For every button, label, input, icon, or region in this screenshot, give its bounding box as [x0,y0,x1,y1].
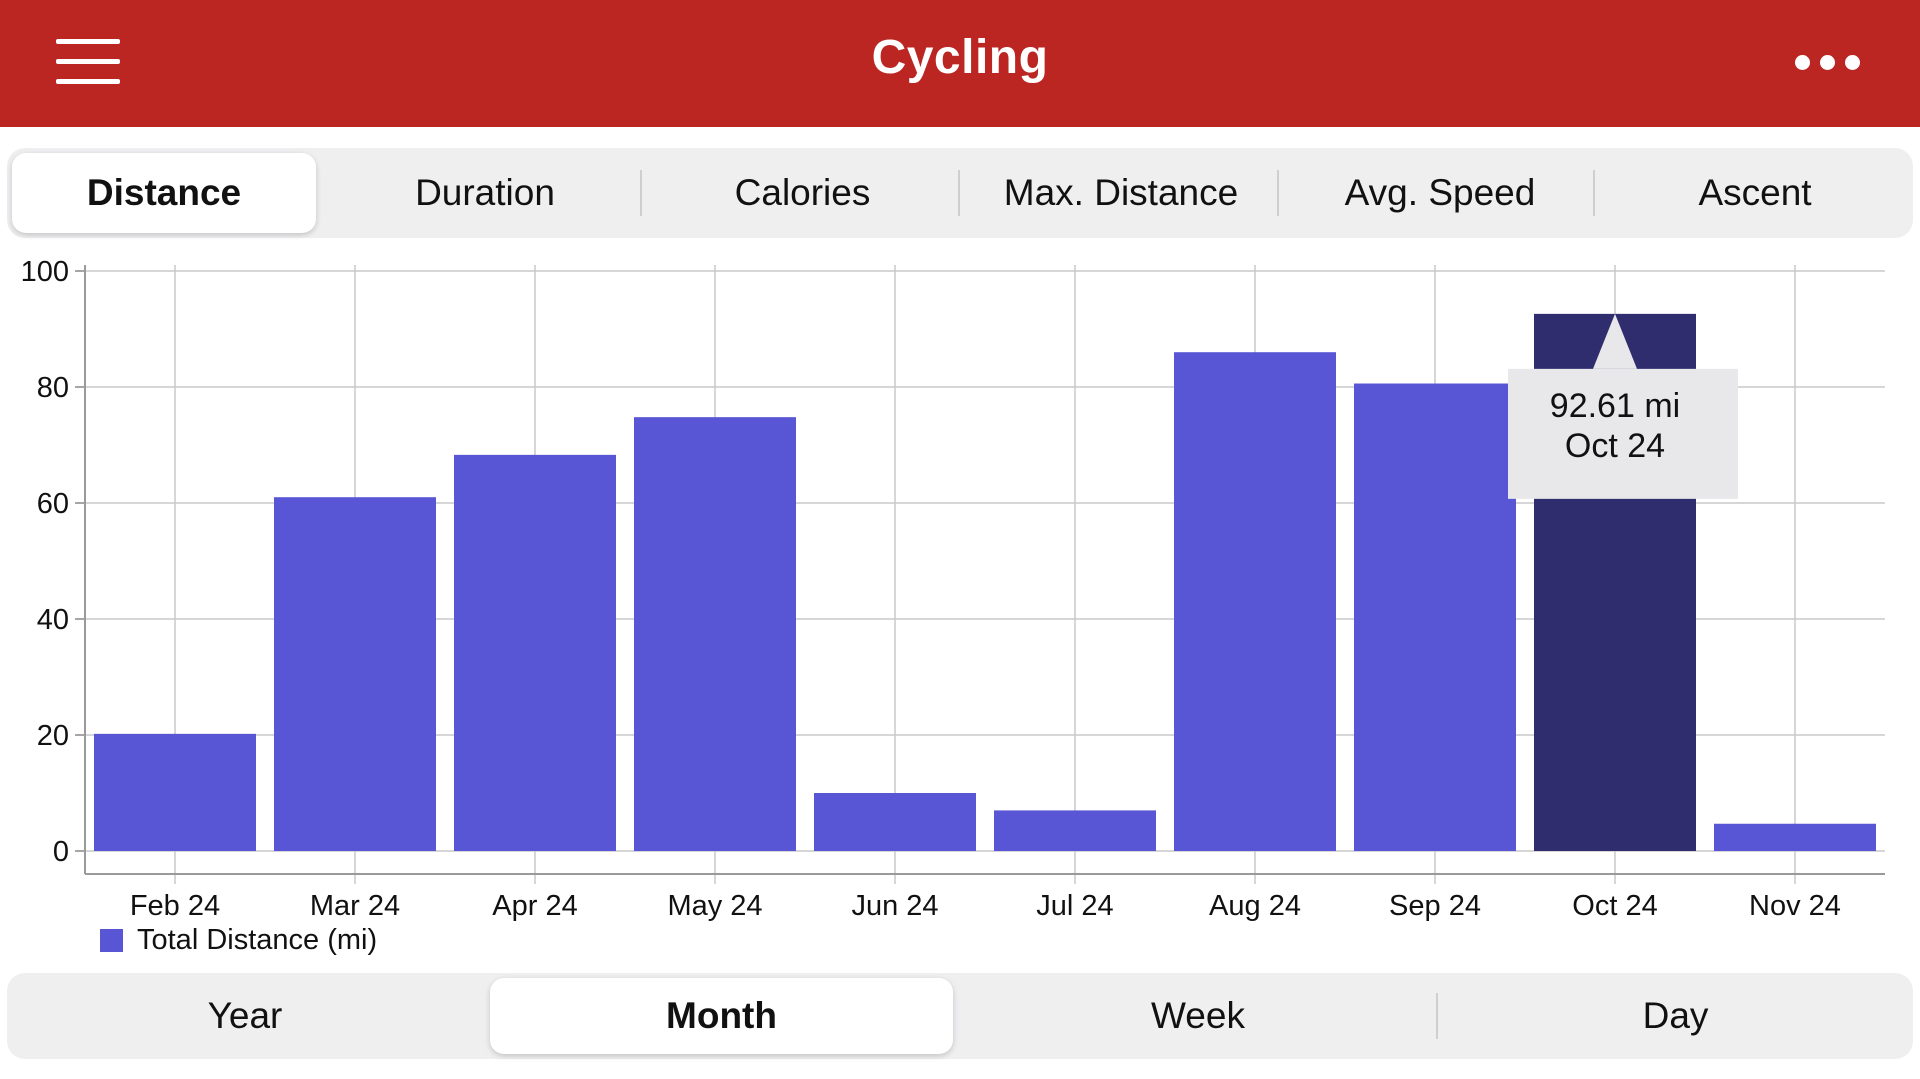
period-selector: Year Month Week Day [7,973,1913,1059]
x-tick-label: Jun 24 [851,890,938,922]
x-tick-label: May 24 [667,890,762,922]
bar-apr-24[interactable] [454,454,616,851]
x-tick-label: Sep 24 [1389,890,1481,922]
bar-jul-24[interactable] [994,810,1156,851]
tab-distance[interactable]: Distance [12,153,316,233]
y-tick-label: 80 [37,372,69,404]
bar-aug-24[interactable] [1174,352,1336,851]
legend-label: Total Distance (mi) [137,923,378,956]
chart-canvas: 0 20 40 60 80 100 Feb 24 Mar 24 Apr 24 May 24 Jun … [21,256,1885,922]
x-tick-label: Feb 24 [130,890,220,922]
bar-sep-24[interactable] [1354,383,1516,851]
y-tick-label: 40 [37,604,69,636]
tab-divider [1436,993,1438,1039]
bar-feb-24[interactable] [94,733,256,851]
tab-divider [640,170,642,216]
tooltip-label: Oct 24 [1565,427,1665,465]
tab-label: Duration [415,172,555,213]
x-tick-label: Nov 24 [1749,890,1841,922]
tab-label: Week [1151,995,1245,1036]
tab-label: Calories [734,172,871,213]
more-options-icon[interactable] [1795,53,1865,73]
tab-label: Month [666,995,777,1036]
tooltip-value: 92.61 mi [1550,387,1680,425]
tab-calories[interactable]: Calories [644,148,961,238]
bar-nov-24[interactable] [1714,823,1876,851]
tab-week[interactable]: Week [960,973,1436,1059]
tab-duration[interactable]: Duration [327,148,643,238]
x-tick-label: Oct 24 [1572,890,1657,922]
x-tick-label: Apr 24 [492,890,577,922]
tab-max-distance[interactable]: Max. Distance [962,148,1280,238]
tab-label: Day [1642,995,1709,1036]
x-tick-label: Aug 24 [1209,890,1301,922]
tab-label: Ascent [1698,172,1812,213]
tab-label: Avg. Speed [1344,172,1536,213]
tab-day[interactable]: Day [1438,973,1913,1059]
tooltip-box [1508,368,1738,499]
bar-may-24[interactable] [634,417,796,851]
legend-swatch [100,928,123,952]
app-header: Cycling [0,0,1920,127]
bar-mar-24[interactable] [274,497,436,851]
tab-divider [1277,170,1279,216]
tab-divider [958,170,960,216]
x-tick-label: Mar 24 [310,890,400,922]
tab-month[interactable]: Month [490,978,953,1054]
tab-label: Year [207,995,283,1036]
y-tick-label: 100 [21,256,69,288]
tab-ascent[interactable]: Ascent [1597,148,1913,238]
tab-divider [1593,170,1595,216]
y-tick-label: 20 [37,720,69,752]
metric-selector: Distance Duration Calories Max. Distance… [7,148,1913,238]
chart-legend: Total Distance (mi) [100,922,377,958]
hamburger-menu-icon[interactable] [56,39,122,87]
y-tick-label: 0 [53,836,69,868]
y-tick-label: 60 [37,488,69,520]
tooltip-pointer [1593,313,1637,369]
bar-jun-24[interactable] [814,793,976,851]
x-tick-label: Jul 24 [1036,890,1113,922]
tab-label: Distance [86,172,242,213]
distance-chart: 0 20 40 60 80 100 Feb 24 Mar 24 Apr 24 May 24 Jun … [0,250,1920,970]
tab-year[interactable]: Year [7,973,483,1059]
tab-label: Max. Distance [1003,172,1239,213]
tab-avg-speed[interactable]: Avg. Speed [1281,148,1599,238]
page-title: Cycling [871,31,1049,84]
